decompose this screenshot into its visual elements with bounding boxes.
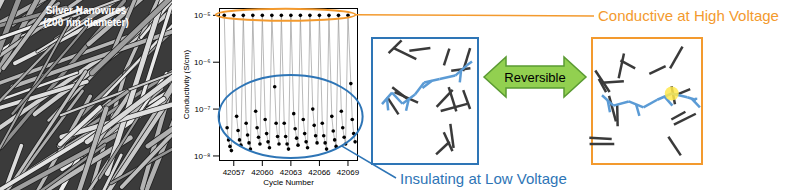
svg-text:Silver Nanowires: Silver Nanowires	[46, 5, 127, 16]
svg-text:Conductivity (S/cm): Conductivity (S/cm)	[182, 49, 191, 119]
svg-text:42057: 42057	[223, 168, 246, 177]
svg-text:10⁻⁶: 10⁻⁶	[194, 58, 210, 67]
svg-text:(200 nm diameter): (200 nm diameter)	[43, 17, 129, 28]
svg-text:Reversible: Reversible	[504, 70, 565, 85]
svg-text:Conductive at High Voltage: Conductive at High Voltage	[598, 7, 779, 24]
svg-text:42066: 42066	[308, 168, 331, 177]
svg-text:Cycle Number: Cycle Number	[263, 178, 314, 187]
svg-text:10⁻⁵: 10⁻⁵	[194, 11, 210, 20]
svg-text:10⁻⁷: 10⁻⁷	[194, 105, 210, 114]
svg-text:10⁻⁸: 10⁻⁸	[194, 152, 211, 161]
svg-text:42060: 42060	[251, 168, 274, 177]
svg-text:42063: 42063	[280, 168, 303, 177]
svg-text:Insulating at Low Voltage: Insulating at Low Voltage	[400, 170, 567, 187]
svg-text:42069: 42069	[337, 168, 360, 177]
